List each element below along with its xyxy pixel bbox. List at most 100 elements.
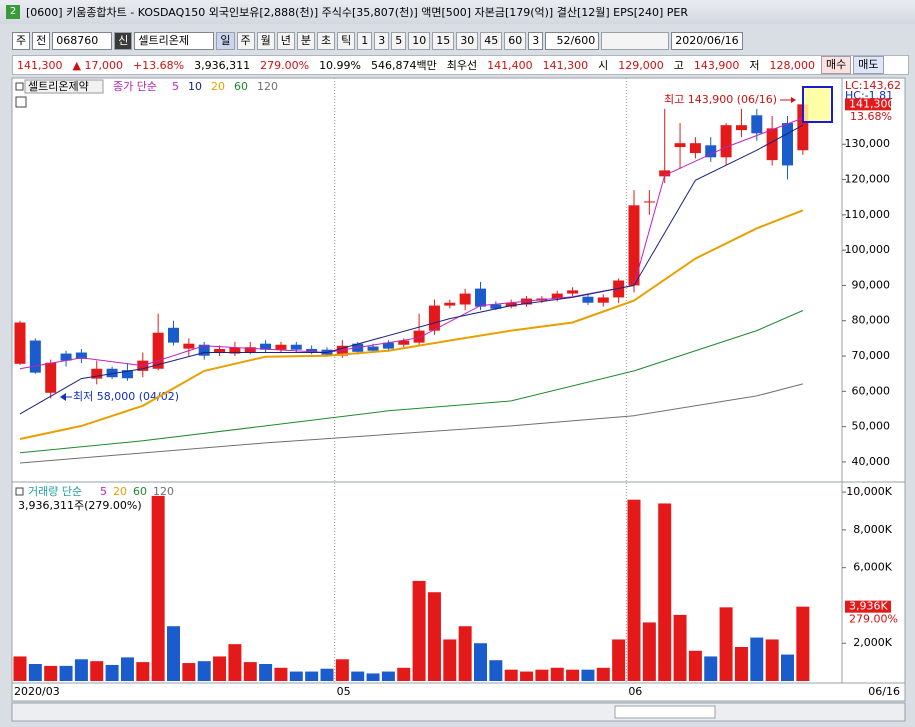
scroll-thumb[interactable] <box>614 705 716 719</box>
candle-body <box>475 288 486 307</box>
period-button[interactable]: 틱 <box>337 32 356 50</box>
volume-bar <box>228 644 242 681</box>
candle-body <box>413 330 425 343</box>
volume-bar <box>120 657 134 681</box>
badge: 신 <box>114 32 133 50</box>
candle-body <box>628 205 640 286</box>
interval-button[interactable]: 60 <box>504 32 527 50</box>
tool-buttons[interactable] <box>601 32 670 50</box>
volume-bar <box>182 663 196 681</box>
volume-bar <box>474 643 487 681</box>
change-pct: +13.68% <box>132 58 185 72</box>
volume-bar <box>412 580 426 681</box>
volume-bar <box>750 637 764 681</box>
scope-select[interactable]: 전 <box>32 32 51 50</box>
candle-body <box>705 145 717 158</box>
candle-body <box>720 125 732 158</box>
volume-bar <box>550 667 564 681</box>
interval-button[interactable]: 1 <box>357 32 373 50</box>
volume-bar <box>734 647 748 681</box>
volume-ma-legend: 5 <box>100 485 107 498</box>
turnover: 10.99% <box>319 58 362 72</box>
period-button[interactable]: 월 <box>256 32 275 50</box>
ma-legend: 120 <box>257 80 278 93</box>
buy-button[interactable]: 매수 <box>821 56 852 74</box>
candle-body <box>459 293 471 305</box>
high-note: 최고 143,900 (06/16) <box>664 93 777 106</box>
candle-body <box>766 128 778 161</box>
candle-body <box>306 348 318 353</box>
y-tick-label: 40,000 <box>852 455 891 468</box>
candle-body <box>336 345 348 356</box>
y-tick-label: 8,000K <box>853 523 892 536</box>
volume-bar <box>105 664 119 681</box>
candle-body <box>689 143 701 154</box>
volume-bar <box>335 659 349 681</box>
period-button[interactable]: 분 <box>296 32 315 50</box>
candle-body <box>643 201 655 203</box>
period-button[interactable]: 초 <box>317 32 336 50</box>
date-input[interactable]: 2020/06/16 <box>671 32 743 50</box>
interval-button[interactable]: 15 <box>432 32 455 50</box>
volume-ma-legend: 60 <box>133 485 147 498</box>
ma-legend: 5 <box>172 80 179 93</box>
moving-average <box>19 117 804 370</box>
low: 128,000 <box>769 58 816 72</box>
period-button[interactable]: 년 <box>276 32 295 50</box>
volume-bar <box>197 661 211 681</box>
volume-bar <box>28 664 42 681</box>
volume-bar <box>243 662 257 681</box>
volume-bar <box>627 499 641 681</box>
interval-button[interactable]: 5 <box>391 32 407 50</box>
volume-bar <box>535 669 549 681</box>
y-tick-label: 130,000 <box>845 137 891 150</box>
period-button[interactable]: 주 <box>236 32 255 50</box>
volume-bar <box>136 662 150 681</box>
x-tick-label: 2020/03 <box>14 685 60 698</box>
volume-ma-legend: 120 <box>153 485 174 498</box>
range-input[interactable]: 52/600 <box>545 32 600 50</box>
interval-button[interactable]: 10 <box>408 32 431 50</box>
code-input[interactable]: 068760 <box>52 32 113 50</box>
sell-button[interactable]: 매도 <box>853 56 884 74</box>
volume-bar <box>520 671 534 681</box>
y-tick-label: 2,000K <box>853 636 892 649</box>
price: 141,300 <box>17 58 63 72</box>
candle-body <box>91 368 103 379</box>
interval-button[interactable]: 30 <box>456 32 479 50</box>
volume-bar <box>719 607 733 681</box>
y-tick-label: 6,000K <box>853 561 892 574</box>
volume-bar <box>504 669 518 681</box>
y-tick-label: 120,000 <box>845 173 891 186</box>
period-button[interactable]: 일 <box>216 32 235 50</box>
candle-body <box>106 368 118 378</box>
volume-bar <box>320 668 334 681</box>
quote-bar: 141,300 ▲ 17,000 +13.68% 3,936,311 279.0… <box>12 55 909 75</box>
candle-body <box>597 297 609 303</box>
scrollbar[interactable] <box>11 702 906 722</box>
volume-bar <box>612 639 626 681</box>
volume-bar <box>581 669 595 681</box>
candle-body <box>613 280 625 298</box>
candle-body <box>45 362 57 393</box>
ma-legend: 60 <box>234 80 248 93</box>
volume-ratio: 279.00% <box>260 58 310 72</box>
market-select[interactable]: 주 <box>12 32 31 50</box>
candle-body <box>152 332 164 369</box>
count-select[interactable]: 3 <box>528 32 544 50</box>
volume-bar <box>74 659 88 681</box>
change: ▲ 17,000 <box>72 58 123 72</box>
interval-button[interactable]: 45 <box>480 32 503 50</box>
volume-bar <box>658 503 672 681</box>
best-label: 최우선 <box>446 59 478 72</box>
candle-body <box>782 123 793 166</box>
window-title: [0600] 키움종합차트 - KOSDAQ150 외국인보유[2,888(천)… <box>26 6 689 19</box>
cursor-highlight <box>802 86 833 123</box>
interval-button[interactable]: 3 <box>374 32 390 50</box>
volume-legend-icon <box>15 487 24 496</box>
volume-ratio-label: 279.00% <box>849 613 898 626</box>
low-label: 저 <box>749 59 760 72</box>
high-label: 고 <box>673 59 684 72</box>
open-label: 시 <box>598 59 609 72</box>
